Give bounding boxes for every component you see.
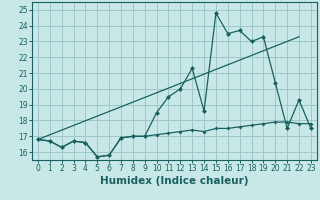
X-axis label: Humidex (Indice chaleur): Humidex (Indice chaleur)	[100, 176, 249, 186]
